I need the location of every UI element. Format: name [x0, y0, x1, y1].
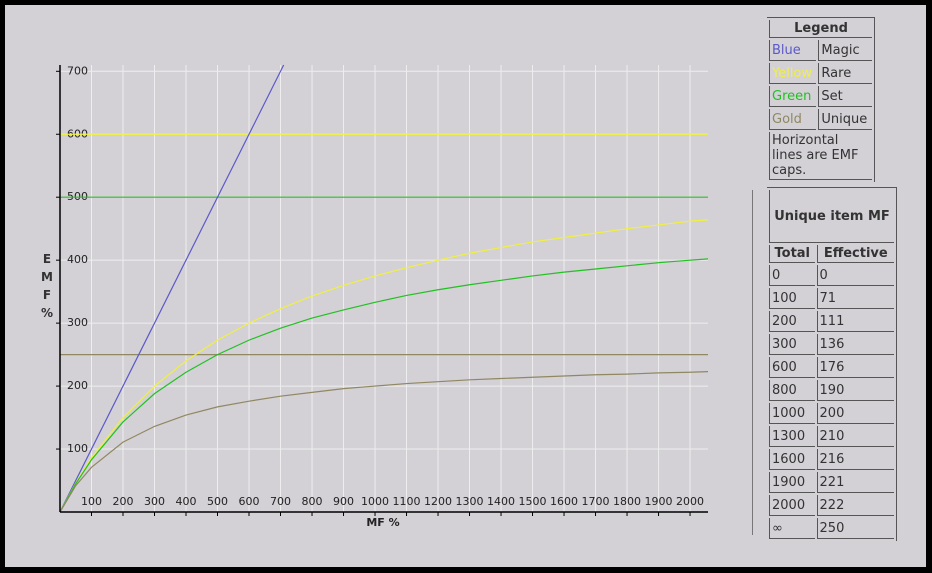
- table-row: Total Effective: [769, 245, 894, 263]
- x-tick-label: 1500: [519, 495, 547, 508]
- legend-row: Blue Magic: [769, 40, 872, 61]
- table-cell: 210: [816, 426, 894, 447]
- table-title: Unique item MF: [769, 190, 894, 243]
- table-cell: 600: [769, 357, 815, 378]
- x-tick-label: 700: [270, 495, 291, 508]
- legend-note: Horizontal lines are EMF caps.: [769, 132, 872, 180]
- table-row: 800 190: [769, 380, 894, 401]
- x-tick-label: 1200: [424, 495, 452, 508]
- x-tick-label: 500: [207, 495, 228, 508]
- y-tick-label: 100: [67, 442, 88, 455]
- table-cell: 190: [816, 380, 894, 401]
- legend-table: Legend Blue Magic Yellow Rare Green Set Gold Uni…: [767, 17, 875, 182]
- table-cell: 200: [769, 311, 815, 332]
- x-tick-label: 900: [333, 495, 354, 508]
- divider: [752, 190, 753, 535]
- unique-table: Unique item MF Total Effective 0 0 100 71 200 11…: [767, 187, 897, 541]
- table-cell: 0: [769, 265, 815, 286]
- legend-row: Horizontal lines are EMF caps.: [769, 132, 872, 180]
- table-row: 600 176: [769, 357, 894, 378]
- table-cell: 200: [816, 403, 894, 424]
- table-cell: 300: [769, 334, 815, 355]
- table-cell: 2000: [769, 495, 815, 516]
- x-tick-label: 1900: [645, 495, 673, 508]
- frame: 100 200 300 400 500 600 700 800 900 1000 1100 1200 1…: [5, 5, 926, 567]
- table-row: 200 111: [769, 311, 894, 332]
- x-tick-label: 200: [113, 495, 134, 508]
- table-row: 100 71: [769, 288, 894, 309]
- table-row: 1900 221: [769, 472, 894, 493]
- series-line: [59, 64, 285, 513]
- x-tick-label: 400: [176, 495, 197, 508]
- table-cell: 222: [816, 495, 894, 516]
- table-cell: 176: [816, 357, 894, 378]
- x-tick-label: 1400: [487, 495, 515, 508]
- table-cell: 136: [816, 334, 894, 355]
- x-tick-label: 300: [144, 495, 165, 508]
- table-row: 1000 200: [769, 403, 894, 424]
- table-cell: 1300: [769, 426, 815, 447]
- x-axis-label: MF %: [366, 516, 399, 529]
- legend-title: Legend: [769, 20, 872, 38]
- table-cell: 800: [769, 380, 815, 401]
- x-tick-label: 1300: [456, 495, 484, 508]
- y-tick-label: 400: [67, 253, 88, 266]
- x-tick-label: 1600: [550, 495, 578, 508]
- table-row: 1600 216: [769, 449, 894, 470]
- x-tick-label: 600: [239, 495, 260, 508]
- legend-row: Green Set: [769, 86, 872, 107]
- x-tick-label: 1100: [393, 495, 421, 508]
- legend-label: Unique: [818, 109, 872, 130]
- chart: 100 200 300 400 500 600 700 800 900 1000 1100 1200 1…: [56, 64, 709, 529]
- table-cell: 0: [816, 265, 894, 286]
- series-line: [59, 371, 709, 513]
- table-cell: 1000: [769, 403, 815, 424]
- legend-color: Green: [769, 86, 817, 107]
- table-cell: 1600: [769, 449, 815, 470]
- table-header: Effective: [816, 245, 894, 263]
- table-cell: 250: [816, 518, 894, 539]
- table-cell: 100: [769, 288, 815, 309]
- table-cell: 216: [816, 449, 894, 470]
- table-row: 2000 222: [769, 495, 894, 516]
- table-cell: 111: [816, 311, 894, 332]
- table-cell: 221: [816, 472, 894, 493]
- y-axis-label: EMF %: [41, 252, 56, 320]
- y-tick-label: 200: [67, 379, 88, 392]
- legend-color: Gold: [769, 109, 817, 130]
- table-row: 1300 210: [769, 426, 894, 447]
- legend-row: Legend: [769, 20, 872, 38]
- y-tick-label: 700: [67, 64, 88, 77]
- legend-color: Blue: [769, 40, 817, 61]
- series-line: [59, 219, 709, 513]
- x-tick-label: 1700: [582, 495, 610, 508]
- legend-label: Magic: [818, 40, 872, 61]
- table-row: ∞ 250: [769, 518, 894, 539]
- legend-color: Yellow: [769, 63, 817, 84]
- x-tick-label: 100: [81, 495, 102, 508]
- x-tick-label: 800: [302, 495, 323, 508]
- x-tick-label: 1800: [613, 495, 641, 508]
- table-cell: 71: [816, 288, 894, 309]
- legend-row: Yellow Rare: [769, 63, 872, 84]
- series-line: [59, 258, 709, 513]
- x-tick-label: 1000: [361, 495, 389, 508]
- table-row: Unique item MF: [769, 190, 894, 243]
- x-tick-label: 2000: [676, 495, 704, 508]
- table-cell: ∞: [769, 518, 815, 539]
- legend-row: Gold Unique: [769, 109, 872, 130]
- legend-label: Rare: [818, 63, 872, 84]
- y-tick-label: 300: [67, 316, 88, 329]
- table-header: Total: [769, 245, 815, 263]
- legend-label: Set: [818, 86, 872, 107]
- table-cell: 1900: [769, 472, 815, 493]
- table-row: 300 136: [769, 334, 894, 355]
